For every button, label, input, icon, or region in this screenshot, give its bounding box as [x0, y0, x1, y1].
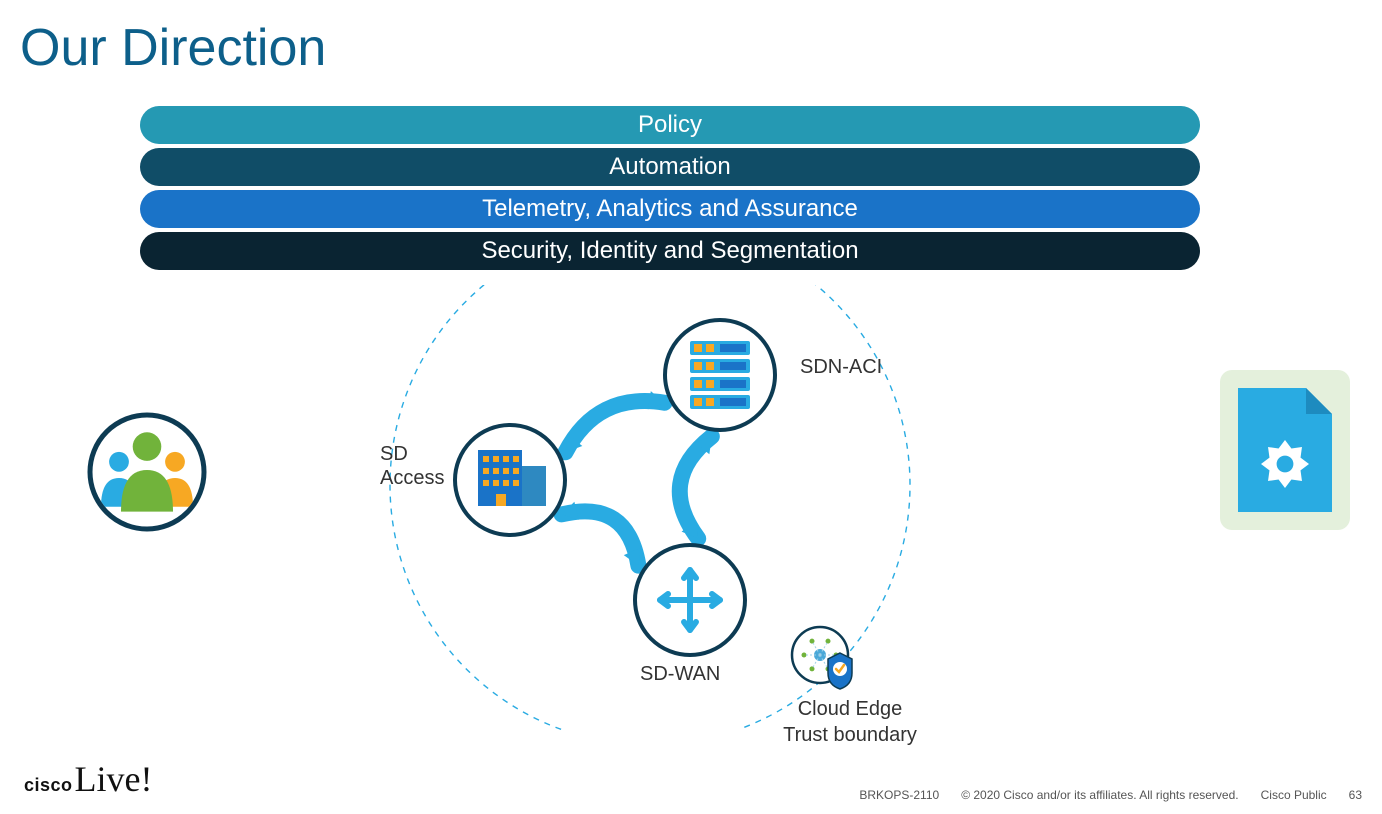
slide-footer: BRKOPS-2110 © 2020 Cisco and/or its affi… — [859, 788, 1362, 802]
footer-copyright: © 2020 Cisco and/or its affiliates. All … — [961, 788, 1238, 802]
pill-telemetry: Telemetry, Analytics and Assurance — [140, 190, 1200, 228]
svg-text:Trust boundary: Trust boundary — [783, 724, 917, 746]
footer-classification: Cisco Public — [1261, 788, 1327, 802]
pill-automation: Automation — [140, 148, 1200, 186]
layer-pills: Policy Automation Telemetry, Analytics a… — [140, 106, 1200, 274]
svg-text:Cloud Edge: Cloud Edge — [798, 698, 903, 720]
svg-text:SD-WAN: SD-WAN — [640, 663, 720, 685]
diagram-svg: SDN-ACI SDAccess SD-WAN Cloud Edge Trust bou… — [0, 285, 1382, 765]
logo-brand: cisco — [24, 775, 73, 795]
svg-text:SDN-ACI: SDN-ACI — [800, 356, 882, 378]
footer-page: 63 — [1349, 788, 1362, 802]
architecture-diagram: SDN-ACI SDAccess SD-WAN Cloud Edge Trust bou… — [0, 285, 1382, 765]
cisco-live-logo: ciscoLive! — [24, 758, 153, 800]
svg-text:SD: SD — [380, 443, 408, 465]
pill-security: Security, Identity and Segmentation — [140, 232, 1200, 270]
svg-text:Access: Access — [380, 467, 444, 489]
logo-event: Live! — [75, 759, 153, 799]
footer-session: BRKOPS-2110 — [859, 788, 939, 802]
slide-title: Our Direction — [20, 18, 326, 78]
pill-policy: Policy — [140, 106, 1200, 144]
